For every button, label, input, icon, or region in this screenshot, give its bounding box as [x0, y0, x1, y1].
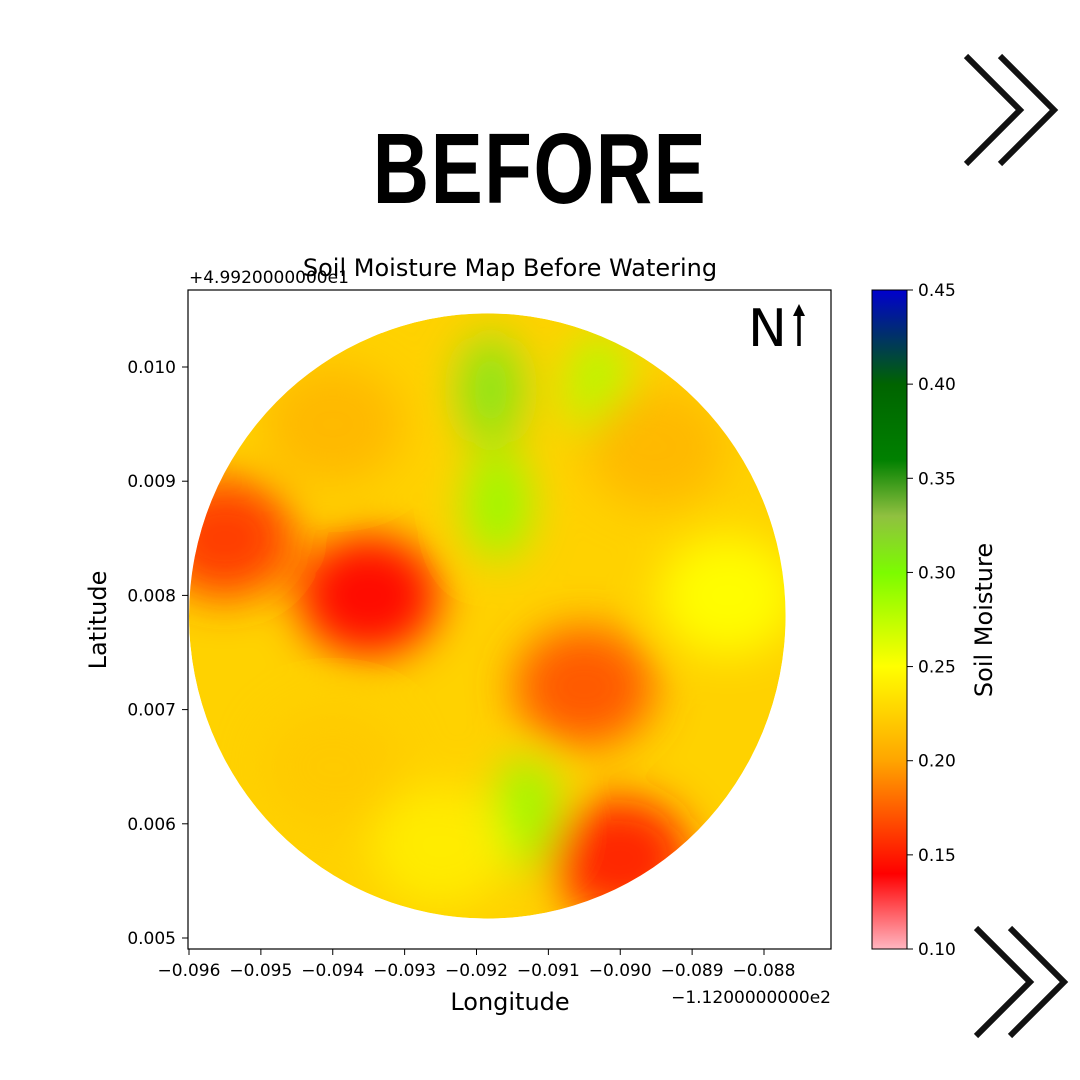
colorbar-tick-label: 0.30	[918, 563, 956, 583]
moisture-zone	[494, 757, 559, 868]
colorbar-tick-label: 0.40	[918, 375, 956, 395]
x-tick-label: −0.089	[661, 961, 724, 981]
colorbar-tick-label: 0.35	[918, 469, 956, 489]
moisture-zone	[370, 786, 511, 907]
x-tick-label: −0.095	[229, 961, 292, 981]
moisture-zone	[262, 364, 403, 485]
moisture-zone	[189, 478, 295, 599]
x-offset-label: −1.1200000000e2	[671, 988, 831, 1008]
moisture-zone	[658, 535, 786, 656]
moisture-zone	[262, 706, 403, 827]
colorbar-tick-label: 0.15	[918, 846, 956, 866]
moisture-zone	[514, 626, 655, 747]
y-axis: 0.005 0.006 0.007 0.008 0.009 0.010	[127, 358, 188, 949]
x-tick-label: −0.090	[589, 961, 652, 981]
north-indicator: N	[748, 299, 805, 359]
y-tick-label: 0.008	[127, 586, 176, 606]
headline: BEFORE	[372, 113, 708, 225]
x-tick-label: −0.093	[373, 961, 436, 981]
x-tick-label: −0.094	[301, 961, 364, 981]
double-chevron-right-icon[interactable]	[968, 922, 1072, 1044]
colorbar-ticks: 0.10 0.15 0.20 0.25 0.30 0.35 0.40 0.45	[907, 281, 956, 960]
moisture-zone	[458, 334, 523, 445]
moisture-zones	[189, 334, 786, 919]
y-tick-label: 0.006	[127, 815, 176, 835]
moisture-zone	[586, 386, 727, 507]
x-axis-label: Longitude	[450, 988, 569, 1016]
north-label: N	[748, 299, 787, 359]
colorbar-tick-label: 0.25	[918, 658, 956, 678]
y-tick-label: 0.007	[127, 701, 176, 721]
x-tick-label: −0.092	[445, 961, 508, 981]
moisture-zone	[466, 449, 531, 560]
colorbar-tick-label: 0.45	[918, 281, 956, 301]
y-tick-label: 0.005	[127, 929, 176, 949]
moisture-field	[189, 313, 786, 919]
y-tick-label: 0.009	[127, 472, 176, 492]
double-chevron-right-icon[interactable]	[958, 50, 1062, 172]
x-tick-label: −0.088	[733, 961, 796, 981]
chart-title: Soil Moisture Map Before Watering	[303, 254, 717, 282]
x-tick-label: −0.096	[158, 961, 221, 981]
y-offset-label: +4.9920000000e1	[189, 268, 349, 288]
colorbar-label: Soil Moisture	[970, 543, 998, 697]
colorbar-tick-label: 0.20	[918, 752, 956, 772]
y-axis-label: Latitude	[84, 571, 112, 670]
colorbar-tick-label: 0.10	[918, 940, 956, 960]
x-axis: −0.096 −0.095 −0.094 −0.093 −0.092 −0.091 −0.0…	[158, 949, 796, 981]
y-tick-label: 0.010	[127, 358, 176, 378]
x-tick-label: −0.091	[517, 961, 580, 981]
colorbar	[871, 289, 908, 950]
moisture-zone	[298, 535, 439, 656]
arrow-up-icon	[793, 304, 805, 346]
